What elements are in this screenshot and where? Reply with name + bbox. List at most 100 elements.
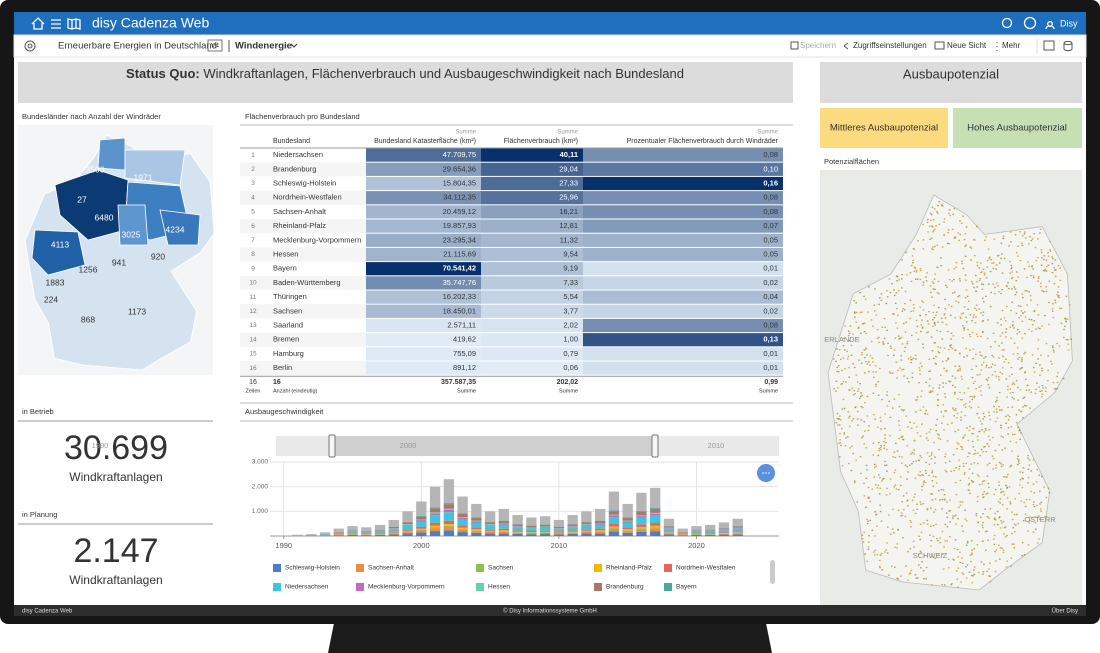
row-stripe (240, 219, 366, 234)
potential-area (921, 489, 923, 491)
potential-area (922, 284, 925, 286)
potential-area (959, 399, 962, 401)
potential-area (852, 418, 855, 420)
bar-segment (429, 515, 441, 523)
legend-swatch[interactable] (273, 583, 281, 591)
legend-label[interactable]: Bayern (676, 584, 697, 591)
legend-label[interactable]: Schleswig-Holstein (285, 565, 340, 572)
bar-segment (402, 511, 413, 522)
legend-label[interactable]: Brandenburg (606, 584, 644, 591)
breadcrumb[interactable]: Erneuerbare Energien in Deutschland (58, 41, 217, 52)
potential-area (1033, 310, 1035, 313)
legend-swatch[interactable] (594, 583, 602, 591)
range-handle[interactable] (328, 434, 336, 458)
high-potential-button[interactable] (953, 108, 1082, 148)
cell-value: 27,33 (559, 178, 578, 187)
bar-segment (608, 510, 620, 512)
medium-potential-label[interactable]: Mittleres Ausbaupotenzial (830, 123, 938, 134)
potential-area (1003, 257, 1006, 259)
legend-label[interactable]: Rheinland-Pfalz (606, 565, 652, 572)
edit-icon[interactable] (1043, 40, 1055, 51)
bar-segment (471, 532, 482, 536)
potential-area (1025, 389, 1028, 391)
potential-area (978, 386, 981, 388)
potential-area (916, 426, 918, 428)
potential-area (891, 283, 893, 285)
view-name[interactable]: Windenergie (235, 41, 292, 52)
access-action[interactable]: Zugriffseinstellungen (853, 41, 927, 50)
potential-area (913, 449, 915, 451)
legend-label[interactable]: Mecklenburg-Vorpommern (368, 584, 445, 591)
share-icon[interactable] (843, 42, 849, 50)
potential-area (1005, 378, 1008, 380)
potential-area (1047, 369, 1049, 371)
potential-area (957, 429, 960, 431)
footer-right[interactable]: Über Disy (1052, 608, 1078, 615)
bar-segment (498, 530, 510, 532)
potential-area (912, 540, 915, 542)
help-icon[interactable] (1023, 16, 1037, 30)
potential-area (1009, 231, 1012, 233)
legend-swatch[interactable] (476, 583, 484, 591)
potential-area (1012, 527, 1015, 529)
bar-segment (581, 530, 592, 532)
legend-label[interactable]: Sachsen (488, 565, 514, 572)
potential-area (1056, 342, 1058, 345)
new-view-icon[interactable] (934, 41, 945, 50)
bar-segment (581, 529, 592, 531)
potential-area (936, 538, 938, 540)
potential-area (964, 509, 966, 511)
save-icon[interactable] (790, 41, 799, 50)
legend-swatch[interactable] (273, 564, 281, 572)
save-action[interactable]: Speichern (800, 41, 836, 50)
legend-label[interactable]: Hessen (488, 584, 510, 591)
potential-area (1053, 267, 1055, 269)
user-name[interactable]: Disy (1060, 18, 1078, 28)
map-label: 941 (112, 257, 126, 267)
potential-area (895, 322, 897, 324)
potential-area (1015, 291, 1018, 293)
legend-swatch[interactable] (664, 564, 672, 572)
potential-area (1000, 242, 1003, 244)
more-action[interactable]: Mehr (1002, 41, 1021, 50)
legend-swatch[interactable] (664, 583, 672, 591)
legend-swatch[interactable] (476, 564, 484, 572)
workbook-icon[interactable] (24, 40, 36, 52)
user-icon[interactable] (1045, 21, 1055, 30)
view-dropdown[interactable] (290, 43, 298, 48)
bar-segment (650, 512, 661, 514)
potential-area (915, 577, 918, 579)
home-icon[interactable] (31, 17, 45, 30)
potential-area (995, 401, 997, 403)
legend-swatch[interactable] (356, 564, 364, 572)
bar-segment (388, 519, 399, 527)
range-handle[interactable] (651, 434, 659, 458)
potential-area (1025, 405, 1028, 407)
legend-label[interactable]: Sachsen-Anhalt (368, 565, 414, 572)
potential-area (1028, 328, 1030, 330)
legend-swatch[interactable] (356, 583, 364, 591)
potential-area (981, 288, 984, 290)
legend-label[interactable]: Niedersachsen (285, 584, 329, 591)
high-potential-label[interactable]: Hohes Ausbaupotenzial (967, 123, 1067, 134)
potential-area (904, 346, 907, 348)
potential-area (976, 286, 978, 288)
row-number: 16 (249, 365, 257, 372)
new-view-action[interactable]: Neue Sicht (947, 41, 987, 50)
bar-segment (539, 526, 551, 528)
medium-potential-button[interactable] (820, 108, 948, 148)
potential-area (867, 497, 869, 499)
potential-area (947, 269, 950, 271)
potential-area (853, 366, 856, 369)
potential-area (863, 531, 866, 533)
legend-label[interactable]: Nordrhein-Westfalen (676, 565, 736, 572)
map-icon[interactable] (67, 18, 81, 30)
potential-area (1064, 318, 1067, 320)
potential-area (922, 522, 925, 524)
legend-swatch[interactable] (594, 564, 602, 572)
settings-icon[interactable] (1001, 17, 1013, 29)
menu-icon[interactable] (51, 19, 61, 29)
potential-area (991, 354, 993, 357)
potential-area (995, 560, 997, 562)
